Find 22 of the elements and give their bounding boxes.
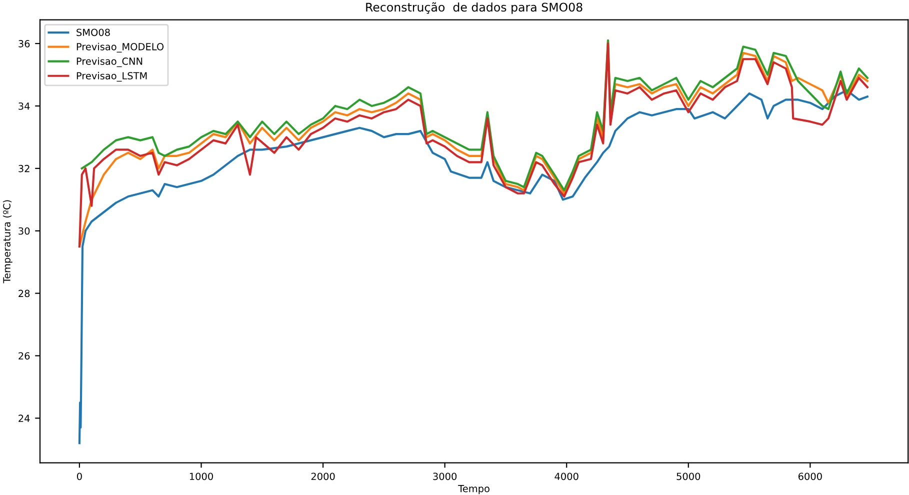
y-tick-label: 36 — [18, 40, 30, 48]
legend-label: SMO08 — [76, 28, 110, 36]
x-tick-label: 4000 — [554, 472, 578, 480]
legend-label: Previsao_MODELO — [76, 42, 164, 52]
x-tick-label: 1000 — [190, 472, 213, 480]
legend-label: Previsao_CNN — [76, 57, 142, 68]
x-tick-label: 2000 — [311, 472, 335, 480]
x-tick-label: 3000 — [433, 472, 457, 480]
x-tick-label: 6000 — [798, 472, 822, 480]
y-tick-label: 24 — [18, 414, 30, 422]
y-tick-label: 30 — [18, 227, 30, 235]
line-series — [78, 89, 868, 444]
chart-title: Reconstrução de dados para SMO08 — [366, 2, 582, 14]
x-tick-label: 0 — [77, 472, 82, 480]
y-tick-label: 34 — [18, 102, 30, 110]
x-axis-title: Tempo — [458, 485, 490, 494]
legend-label: Previsao_LSTM — [76, 72, 147, 82]
y-tick-label: 28 — [18, 290, 30, 298]
y-tick-label: 26 — [18, 352, 30, 360]
y-tick-label: 32 — [18, 164, 30, 172]
y-axis-title: Temperatura (ºC) — [2, 200, 12, 284]
x-tick-label: 5000 — [676, 472, 700, 480]
